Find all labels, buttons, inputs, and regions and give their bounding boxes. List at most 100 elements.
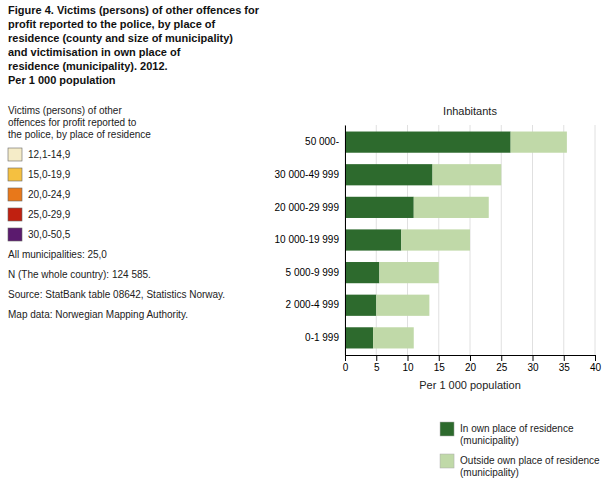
bar: [401, 229, 470, 250]
y-tick-label: 0-1 999: [305, 332, 339, 343]
x-tick-label: 10: [402, 362, 414, 373]
bar: [345, 164, 433, 185]
legend-label-line: Outside own place of residence: [460, 455, 600, 466]
annotation: 20,0-24,9: [28, 189, 71, 200]
x-axis: 0 5 10 15 20 25 30 35 40: [343, 355, 602, 373]
x-tick-mark: [439, 355, 440, 361]
x-tick-mark: [345, 355, 346, 361]
legend-label-line: In own place of residence: [460, 423, 574, 434]
title-line: residence (county and size of municipali…: [8, 32, 233, 44]
y-tick-label: 5 000-9 999: [286, 267, 340, 278]
y-tick-label: 2 000-4 999: [286, 299, 340, 310]
x-tick: 5: [374, 355, 380, 373]
x-tick-mark: [376, 355, 377, 361]
y-axis-line: [345, 126, 346, 356]
bar: [345, 295, 376, 316]
y-tick: 10 000-19 999: [274, 234, 345, 245]
bar: [345, 229, 401, 250]
annotation: Map data: Norwegian Mapping Authority.: [8, 309, 188, 320]
x-tick-label: 5: [374, 362, 380, 373]
annotation-line: Victims (persons) of other: [8, 105, 122, 116]
annotation-line: All municipalities: 25,0: [8, 249, 107, 260]
bar: [379, 262, 438, 283]
x-tick-label: 15: [434, 362, 446, 373]
y-tick-label: 20 000-29 999: [274, 202, 339, 213]
chart-svg: Figure 4. Victims (persons) of other off…: [0, 0, 610, 488]
grid-line: [595, 125, 596, 355]
annotation-swatch: [8, 208, 22, 221]
legend-label: In own place of residence(municipality): [460, 423, 574, 446]
x-tick: 40: [590, 355, 602, 373]
annotation: 15,0-19,9: [28, 169, 71, 180]
y-axis: 50 000- 30 000-49 999 20 000-29 999 10 000-…: [274, 126, 345, 356]
x-axis-title: Per 1 000 population: [419, 379, 521, 391]
bar: [345, 197, 414, 218]
x-tick-label: 35: [559, 362, 571, 373]
annotation: 25,0-29,9: [28, 209, 71, 220]
y-tick-label: 50 000-: [305, 136, 339, 147]
title-line: Figure 4. Victims (persons) of other off…: [8, 4, 260, 16]
bars: [345, 132, 567, 349]
x-tick: 10: [402, 355, 414, 373]
chart-root: Figure 4. Victims (persons) of other off…: [0, 0, 610, 488]
x-tick-label: 30: [527, 362, 539, 373]
x-tick-label: 20: [465, 362, 477, 373]
legend: In own place of residence(municipality)O…: [440, 422, 600, 478]
x-tick-mark: [564, 355, 565, 361]
title: Figure 4. Victims (persons) of other off…: [8, 4, 260, 86]
annotation-swatch: [8, 168, 22, 181]
title-line: profit reported to the police, by place …: [8, 18, 216, 30]
bar: [345, 132, 511, 153]
y-tick: 20 000-29 999: [274, 202, 345, 213]
annotation: All municipalities: 25,0: [8, 249, 107, 260]
y-tick: 0-1 999: [305, 332, 345, 343]
annotation-swatch: [8, 228, 22, 241]
x-tick: 25: [496, 355, 508, 373]
y-tick-label: 30 000-49 999: [274, 169, 339, 180]
annotation-line: Source: StatBank table 08642, Statistics…: [8, 289, 225, 300]
annotation: Victims (persons) of otheroffences for p…: [8, 105, 151, 140]
annotation-line: N (The whole country): 124 585.: [8, 269, 151, 280]
x-tick-mark: [501, 355, 502, 361]
x-tick-label: 40: [590, 362, 602, 373]
x-tick-mark: [595, 355, 596, 361]
bar: [376, 295, 429, 316]
annotation-line: offences for profit reported to: [8, 117, 137, 128]
y-tick-label: 10 000-19 999: [274, 234, 339, 245]
annotation-swatch: [8, 148, 22, 161]
x-tick-mark: [408, 355, 409, 361]
legend-label: Outside own place of residence(municipal…: [460, 455, 600, 478]
y-axis-title: Inhabitants: [443, 105, 497, 117]
annotation-line: Map data: Norwegian Mapping Authority.: [8, 309, 188, 320]
x-tick: 20: [465, 355, 477, 373]
legend-item: Outside own place of residence(municipal…: [440, 454, 600, 478]
annotation: Source: StatBank table 08642, Statistics…: [8, 289, 225, 300]
grid-line: [532, 125, 533, 355]
annotation: N (The whole country): 124 585.: [8, 269, 151, 280]
x-axis-line: [346, 356, 596, 362]
legend-swatch: [440, 422, 454, 436]
legend-item: In own place of residence(municipality): [440, 422, 574, 446]
bar: [511, 132, 567, 153]
title-line: Per 1 000 population: [8, 74, 116, 86]
y-tick: 50 000-: [305, 136, 345, 147]
x-tick: 35: [559, 355, 571, 373]
annotation: 12,1-14,9: [28, 149, 71, 160]
grid-line: [345, 125, 346, 355]
legend-swatch: [440, 454, 454, 468]
y-tick: 30 000-49 999: [274, 169, 345, 180]
legend-label-line: (municipality): [460, 467, 519, 478]
title-line: and victimisation in own place of: [8, 46, 181, 58]
grid: [345, 125, 595, 355]
annotation-swatch: [8, 188, 22, 201]
bar: [414, 197, 489, 218]
bar: [373, 327, 414, 348]
x-tick: 0: [343, 355, 349, 373]
legend-label-line: (municipality): [460, 435, 519, 446]
bar: [345, 262, 379, 283]
grid-line: [501, 125, 502, 355]
x-tick-mark: [470, 355, 471, 361]
x-tick-label: 0: [343, 362, 349, 373]
annotation: 30,0-50,5: [28, 229, 71, 240]
grid-line: [563, 125, 564, 355]
